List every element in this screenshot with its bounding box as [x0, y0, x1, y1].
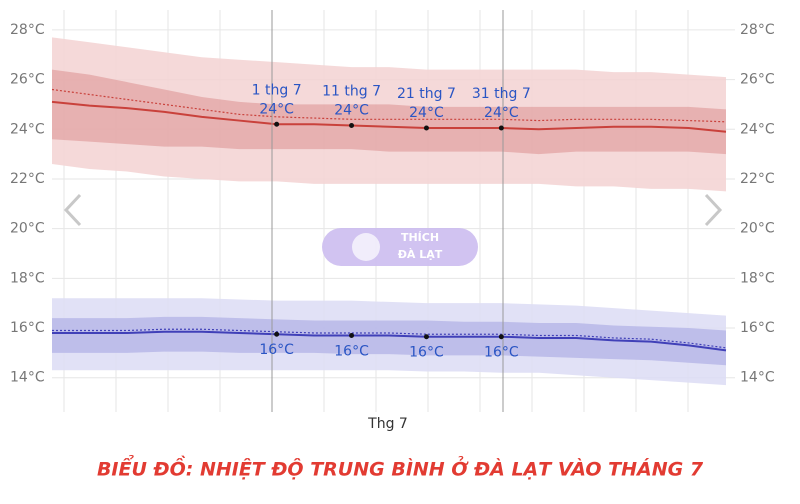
y-tick-label: 28°C [10, 22, 45, 38]
point [274, 121, 280, 127]
value-label: 16°C [484, 345, 519, 361]
watermark-icon [352, 233, 380, 261]
watermark-text: THÍCH [401, 231, 439, 244]
point [349, 123, 355, 129]
annotation-date: 21 thg 7 [397, 86, 456, 102]
point [423, 334, 429, 340]
y-tick-label: 16°C [740, 320, 775, 336]
point [498, 125, 504, 131]
value-label: 24°C [484, 105, 519, 121]
line [51, 100, 727, 133]
y-tick-label: 24°C [10, 121, 45, 137]
point [498, 334, 504, 340]
y-tick-label: 22°C [10, 171, 45, 187]
y-tick-label: 18°C [10, 270, 45, 286]
y-tick-label: 26°C [10, 72, 45, 88]
line [52, 330, 727, 352]
point [274, 331, 280, 337]
plot-area [51, 37, 727, 386]
dotted-line [51, 88, 727, 123]
band [52, 69, 726, 155]
value-label: 24°C [409, 105, 444, 121]
y-tick-label: 14°C [10, 370, 45, 386]
annotation-date: 11 thg 7 [322, 84, 381, 100]
prev-arrow[interactable] [63, 193, 82, 227]
y-tick-label: 20°C [740, 221, 775, 237]
y-tick-label: 16°C [10, 320, 45, 336]
y-tick-label: 14°C [740, 370, 775, 386]
y-tick-label: 28°C [740, 22, 775, 38]
annotation-date: 31 thg 7 [472, 86, 531, 102]
chart-title: BIỂU ĐỒ: NHIỆT ĐỘ TRUNG BÌNH Ở ĐÀ LẠT VÀ… [97, 455, 704, 481]
y-tick-label: 20°C [10, 221, 45, 237]
band [52, 316, 726, 366]
y-tick-label: 22°C [740, 171, 775, 187]
x-axis-label: Thg 7 [367, 416, 408, 432]
annotation-date: 1 thg 7 [252, 82, 302, 98]
y-tick-label: 26°C [740, 72, 775, 88]
next-arrow[interactable] [704, 193, 723, 227]
watermark-text: ĐÀ LẠT [398, 248, 443, 261]
point [349, 332, 355, 338]
value-label: 16°C [409, 345, 444, 361]
value-label: 24°C [334, 103, 369, 119]
watermark: THÍCH ĐÀ LẠT [322, 228, 478, 266]
value-label: 24°C [259, 101, 294, 117]
point [423, 125, 429, 131]
y-tick-label: 18°C [740, 270, 775, 286]
y-tick-label: 24°C [740, 121, 775, 137]
value-label: 16°C [259, 342, 294, 358]
value-label: 16°C [334, 343, 369, 359]
dotted-line [52, 328, 727, 349]
